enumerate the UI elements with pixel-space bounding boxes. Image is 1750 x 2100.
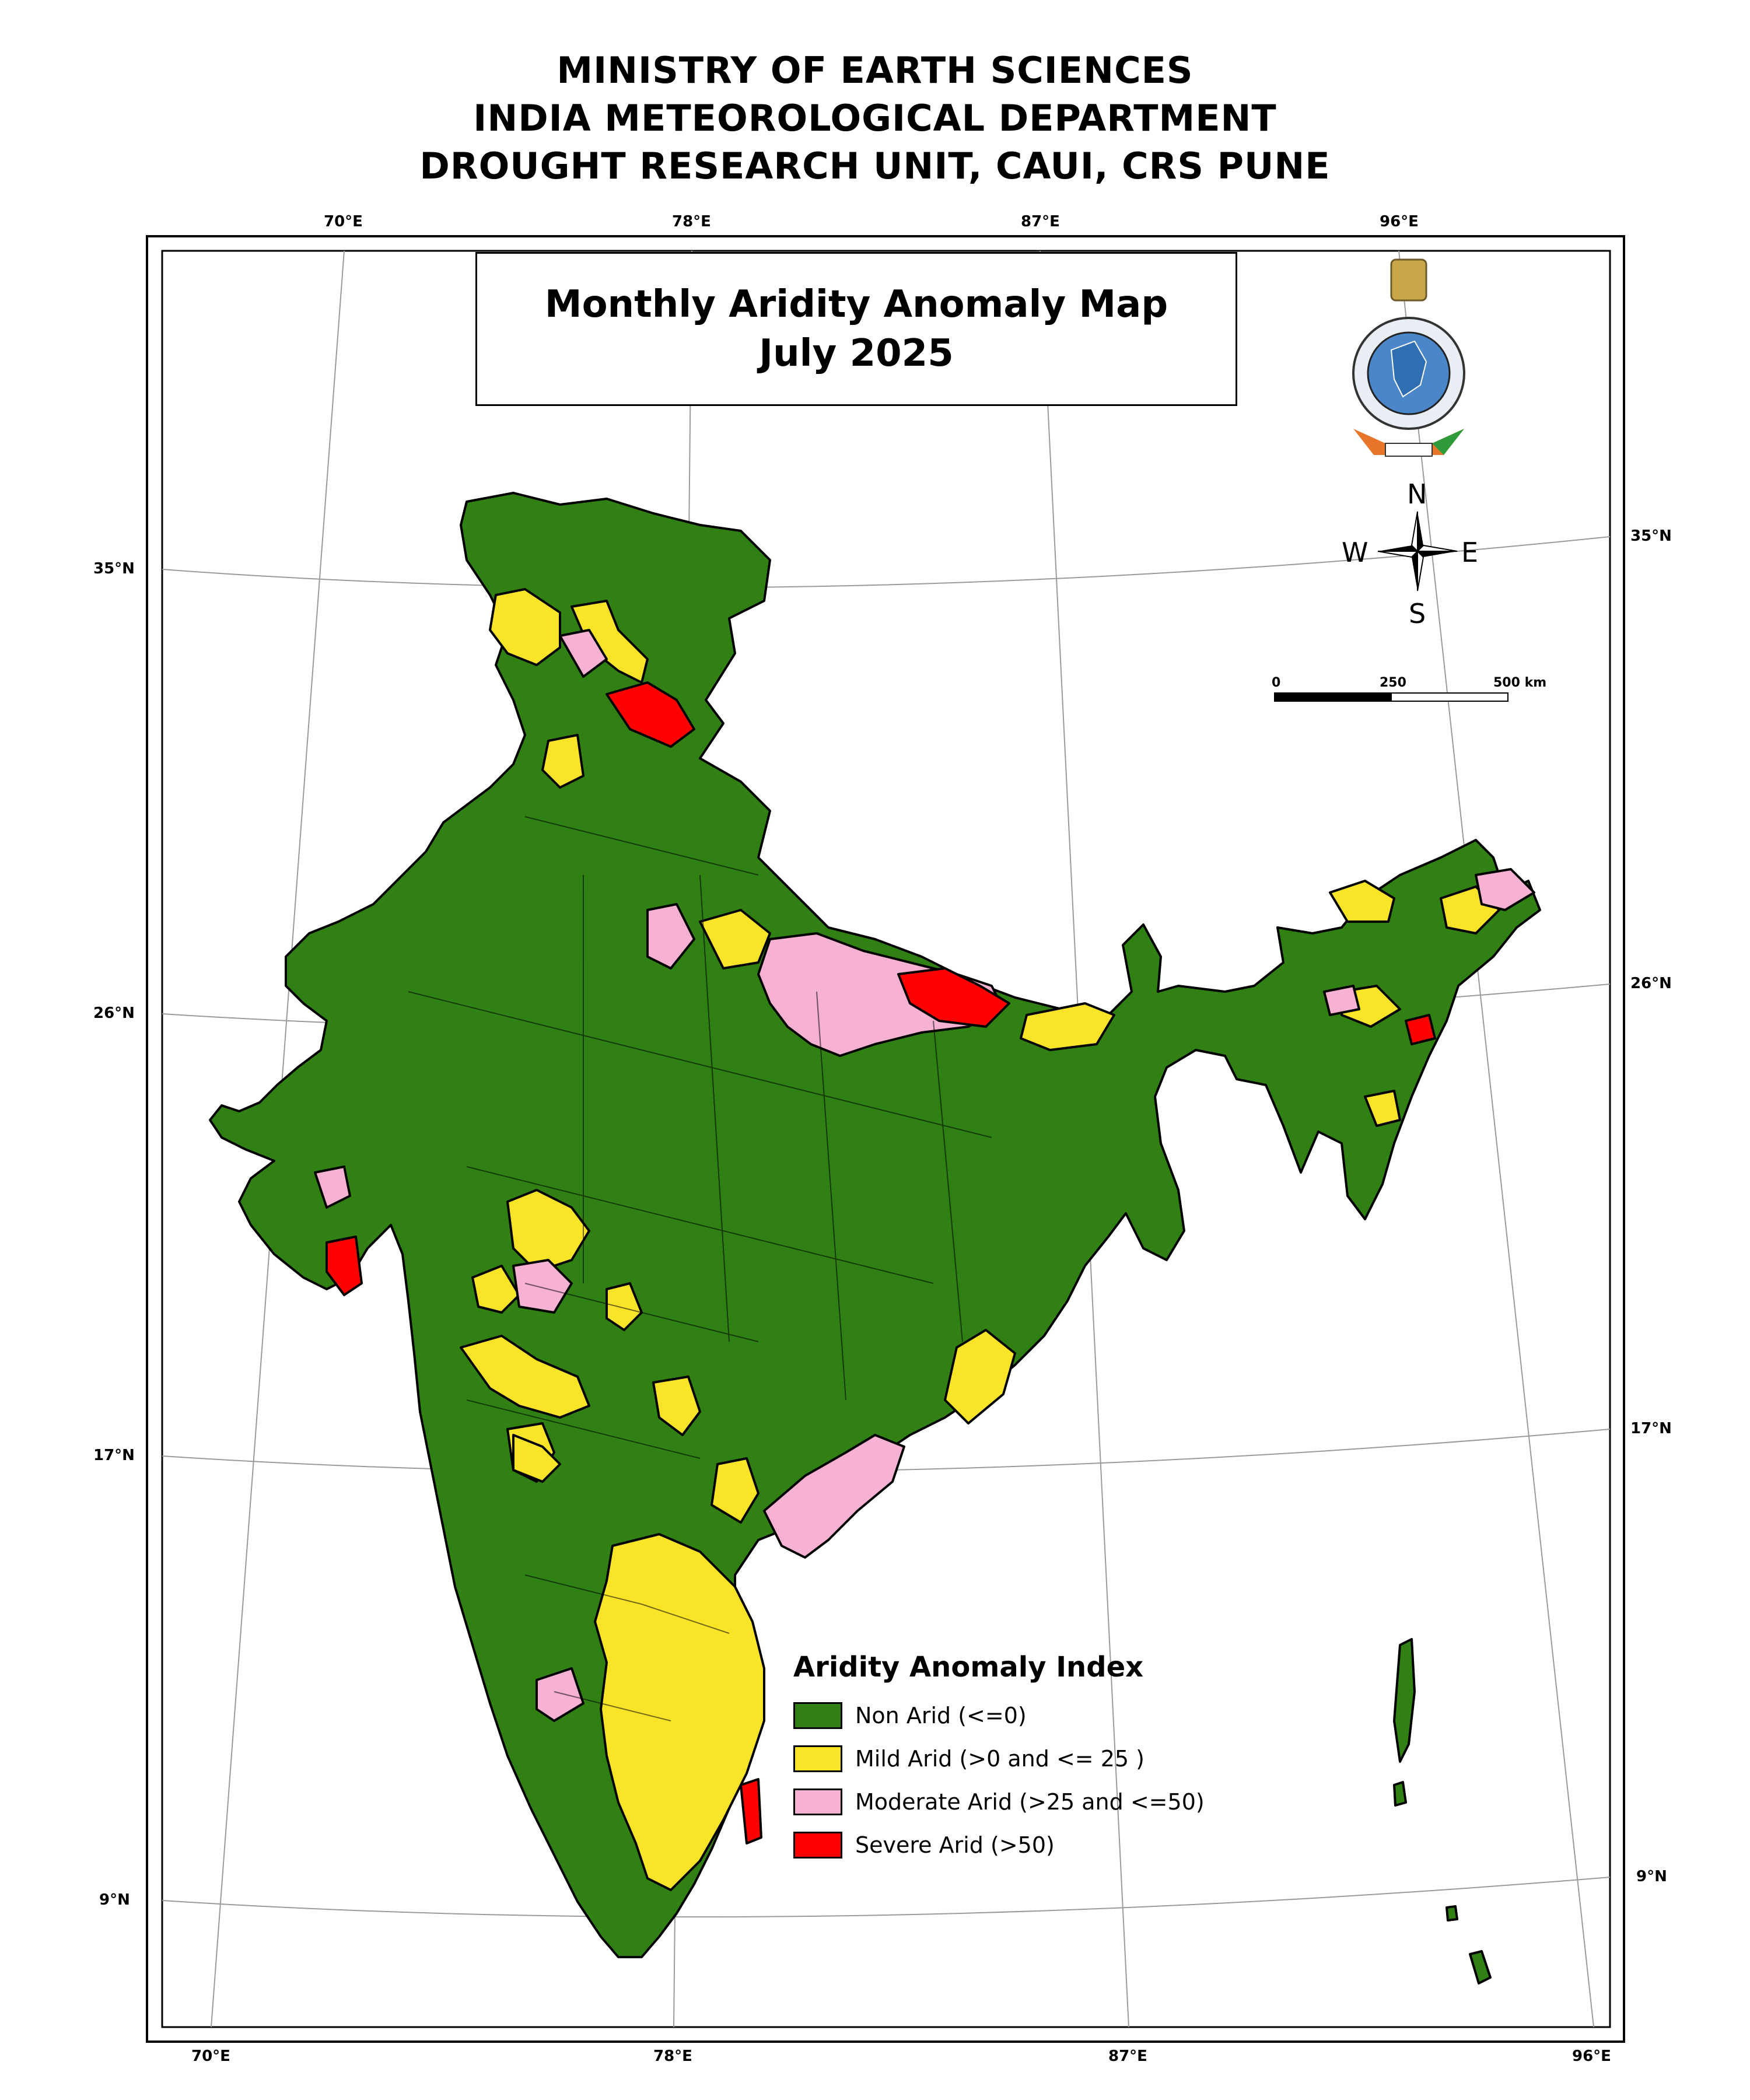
compass-label-west: W [1342,537,1368,568]
tick-bottom-78: 78°E [653,2048,692,2065]
compass-west-arrow [1378,545,1418,551]
region-severe-arid-manipur [1405,1014,1436,1045]
tick-bottom-96: 96°E [1572,2048,1611,2065]
map-frame-inner [161,250,1611,2028]
region-moderate-arid-karnataka [536,1667,584,1722]
parallel-9 [162,1877,1611,1918]
compass-label-east: E [1461,537,1479,568]
legend-swatch-mild-arid [793,1745,842,1772]
tick-top-78: 78°E [672,213,711,230]
legend-swatch-severe-arid [793,1832,842,1859]
legend-swatch-moderate-arid [793,1788,842,1815]
region-severe-arid-up-east [897,967,1010,1028]
region-mild-arid-maharashtra-2 [512,1434,561,1483]
region-andaman-islands-south [1393,1781,1407,1807]
tick-right-26: 26°N [1630,975,1672,992]
meridian-96 [1398,250,1594,2028]
legend-item-mild-arid: Mild Arid (>0 and <= 25 ) [793,1737,1205,1780]
scale-label-500km: 500 km [1493,676,1547,690]
compass-north-arrow [1418,512,1423,551]
legend-label-non-arid: Non Arid (<=0) [855,1703,1027,1728]
region-severe-arid-gujarat [326,1236,363,1296]
map-title-box: Monthly Aridity Anomaly Map July 2025 [475,252,1237,406]
compass-east-arrow [1418,551,1457,557]
region-moderate-arid-ap [763,1434,905,1559]
region-moderate-arid-gujarat [314,1166,351,1209]
district-boundaries [408,816,992,1721]
region-mild-arid-ap [710,1457,760,1524]
region-mild-arid-mp-1 [506,1189,590,1273]
region-mild-arid-odisha [944,1329,1016,1424]
region-mild-arid-punjab [541,734,584,789]
region-mild-arid-kashmir-1 [489,588,561,666]
tick-top-70: 70°E [324,213,363,230]
legend-swatch-non-arid [793,1702,842,1729]
legend-label-moderate-arid: Moderate Arid (>25 and <=50) [855,1789,1205,1815]
imd-emblem [1352,258,1465,457]
tick-left-9: 9°N [99,1891,130,1909]
region-mild-arid-telangana [652,1376,701,1436]
map-header: MINISTRY OF EARTH SCIENCES INDIA METEORO… [0,47,1750,190]
legend-label-severe-arid: Severe Arid (>50) [855,1832,1055,1858]
region-moderate-arid-kashmir [559,629,608,678]
india-map [209,492,1541,1985]
region-mild-arid-bihar [1020,1002,1115,1051]
tick-left-35: 35°N [93,560,135,578]
scale-bar-white-segment [1391,692,1508,702]
region-severe-arid-himachal [606,681,695,748]
region-non-arid-mainland [209,492,1541,1958]
scale-bar [1274,692,1508,702]
legend-item-severe-arid: Severe Arid (>50) [793,1824,1205,1867]
legend-item-moderate-arid: Moderate Arid (>25 and <=50) [793,1780,1205,1824]
tick-top-96: 96°E [1380,213,1419,230]
region-nicobar-island-2 [1446,1905,1458,1922]
region-severe-arid-tamilnadu [740,1778,762,1845]
region-mild-arid-assam-1 [1329,880,1395,923]
region-mild-arid-up [699,909,771,970]
tick-left-26: 26°N [93,1005,135,1022]
legend-label-mild-arid: Mild Arid (>0 and <= 25 ) [855,1746,1144,1772]
tick-right-9: 9°N [1636,1868,1667,1885]
region-moderate-arid-meghalaya [1323,985,1360,1016]
tick-right-35: 35°N [1630,527,1672,545]
region-andaman-islands [1393,1638,1416,1763]
region-moderate-arid-assam [1475,868,1535,911]
region-mild-arid-maharashtra-1 [460,1335,590,1419]
region-mild-arid-mp-2 [471,1265,520,1314]
scale-label-0: 0 [1272,676,1281,690]
tick-bottom-87: 87°E [1108,2048,1147,2065]
region-mild-arid-mp-3 [606,1282,643,1331]
region-moderate-arid-mp [512,1259,573,1314]
legend-title: Aridity Anomaly Index [793,1651,1144,1684]
legend: Aridity Anomaly Index Non Arid (<=0) Mil… [793,1651,1205,1867]
tick-right-17: 17°N [1630,1420,1672,1437]
scale-label-250: 250 [1380,676,1406,690]
header-ministry: MINISTRY OF EARTH SCIENCES [556,49,1194,92]
compass-label-south: S [1409,598,1426,629]
map-title: Monthly Aridity Anomaly Map [544,283,1168,326]
tick-left-17: 17°N [93,1447,135,1464]
region-mild-arid-mizoram [1364,1090,1401,1127]
header-unit: DROUGHT RESEARCH UNIT, CAUI, CRS PUNE [419,145,1331,187]
tick-bottom-70: 70°E [191,2048,230,2065]
map-subtitle-date: July 2025 [759,332,954,375]
region-mild-arid-south [594,1533,765,1891]
region-nicobar-islands [1469,1950,1492,1985]
legend-item-non-arid: Non Arid (<=0) [793,1694,1205,1737]
tick-top-87: 87°E [1021,213,1060,230]
scale-bar-black-segment [1274,692,1392,702]
header-department: INDIA METEOROLOGICAL DEPARTMENT [473,97,1277,139]
compass-label-north: N [1407,478,1427,510]
compass-rose [1377,511,1458,592]
map-frame-outer [146,235,1625,2043]
parallel-35 [162,536,1611,589]
compass-south-arrow [1412,551,1418,591]
region-moderate-arid-up-west [646,903,695,970]
